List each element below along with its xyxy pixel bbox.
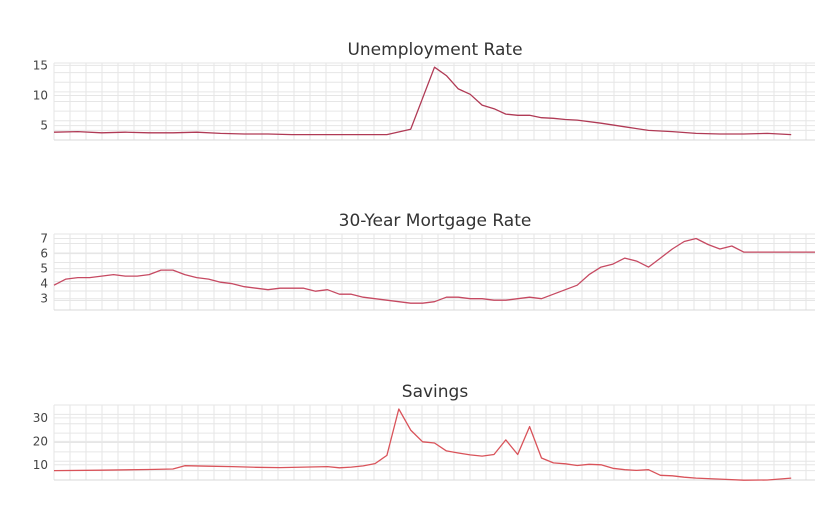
y-tick-label: 10 (33, 88, 48, 102)
y-tick-label: 5 (40, 262, 48, 276)
series-line (53, 237, 815, 304)
y-tick-label: 6 (40, 247, 48, 261)
chart-title: Savings (402, 382, 469, 402)
chart-title: 30-Year Mortgage Rate (339, 211, 532, 231)
y-tick-label: 5 (40, 119, 48, 133)
y-tick-label: 3 (40, 292, 48, 306)
y-tick-label: 7 (40, 232, 48, 246)
savings-chart: Savings 10 20 30 (33, 382, 815, 481)
chart-title: Unemployment Rate (347, 40, 522, 60)
unemployment-rate-chart: Unemployment Rate 5 10 15 (33, 40, 815, 141)
y-tick-label: 20 (33, 434, 48, 448)
y-tick-label: 10 (33, 458, 48, 472)
series-line (53, 66, 792, 136)
y-tick-label: 4 (40, 277, 48, 291)
series-line (53, 408, 792, 481)
y-tick-label: 30 (33, 411, 48, 425)
y-tick-label: 15 (33, 58, 48, 72)
